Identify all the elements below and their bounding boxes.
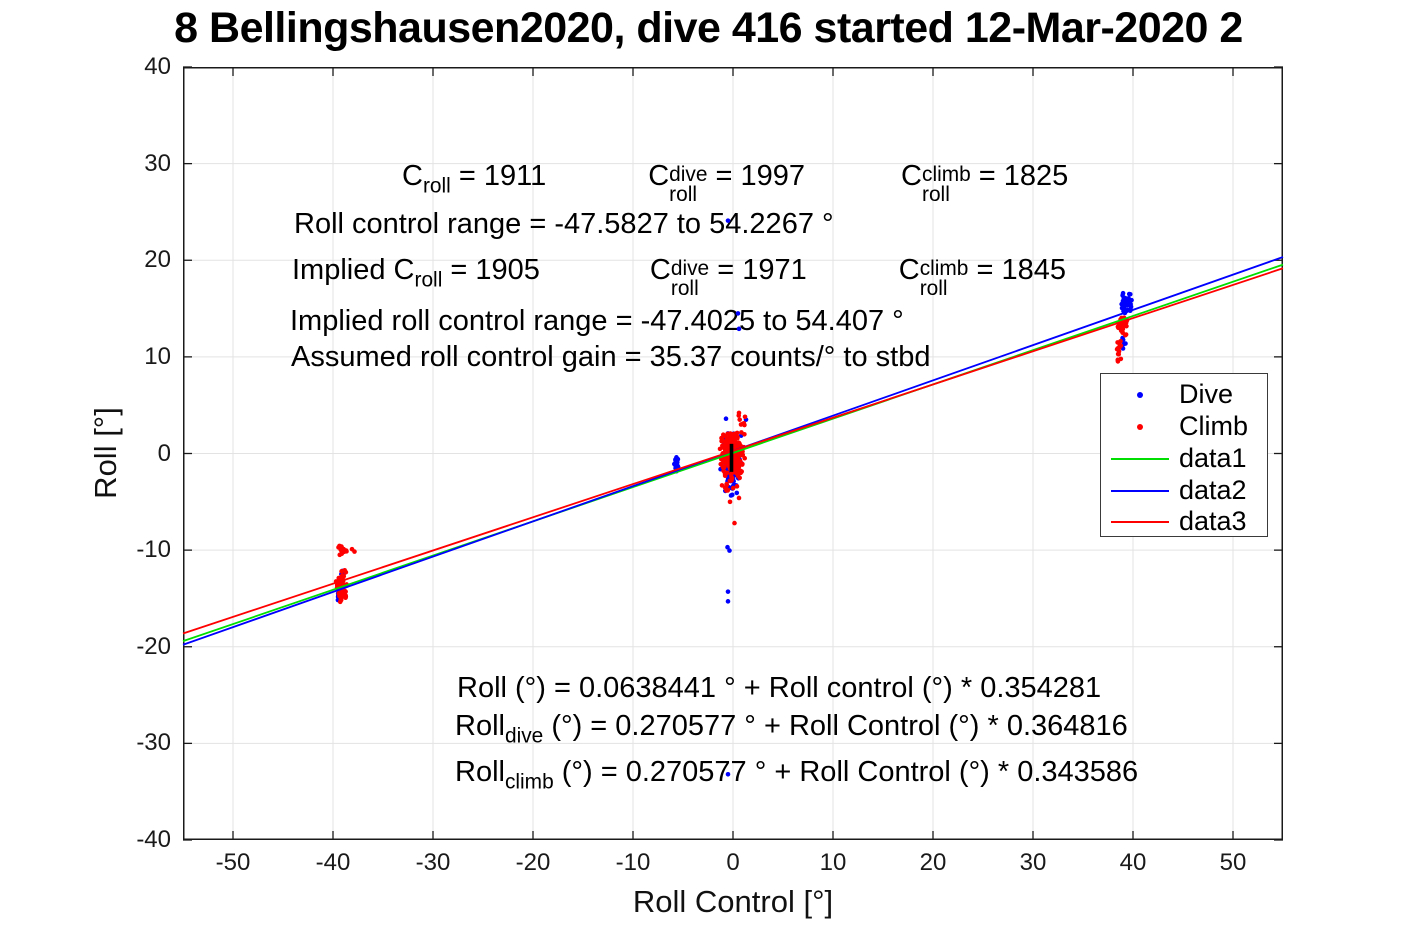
- x-axis-label: Roll Control [°]: [632, 884, 834, 919]
- legend: Dive Climb data1 data2 data3: [1100, 373, 1268, 537]
- y-tick-label: -10: [136, 536, 171, 564]
- y-axis-label: Roll [°]: [88, 407, 123, 499]
- legend-row-climb: Climb: [1101, 410, 1267, 443]
- annotation-roll-fit-climb: Rollclimb (°) = 0.270577 ° + Roll Contro…: [455, 756, 1139, 794]
- legend-row-dive: Dive: [1101, 378, 1267, 411]
- x-tick-label: 20: [919, 849, 947, 876]
- y-tick-label: -40: [136, 826, 171, 853]
- x-tick-label: 0: [726, 849, 740, 876]
- dive-marker-icon: [1101, 391, 1179, 398]
- figure-title: 8 Bellingshausen2020, dive 416 started 1…: [174, 4, 1243, 52]
- y-tick-label: -20: [136, 632, 171, 660]
- legend-label: data3: [1179, 506, 1247, 536]
- y-tick-label: 10: [144, 342, 171, 370]
- legend-label: data2: [1179, 475, 1247, 505]
- x-tick-label: -10: [615, 849, 651, 876]
- data2-line-icon: [1101, 489, 1179, 492]
- x-tick-label: -50: [215, 849, 251, 876]
- x-tick-label: 10: [819, 849, 847, 876]
- legend-label: Climb: [1179, 411, 1249, 441]
- legend-label: data1: [1179, 443, 1247, 473]
- annotation-implied-roll-control-range: Implied roll control range = -47.4025 to…: [290, 305, 904, 337]
- y-tick-label: 40: [144, 53, 171, 80]
- legend-label: Dive: [1179, 379, 1234, 409]
- x-tick-label: -40: [315, 849, 351, 876]
- legend-row-data1: data1: [1101, 442, 1267, 475]
- x-tick-label: 30: [1019, 849, 1047, 876]
- x-tick-label: 50: [1219, 849, 1247, 876]
- data3-line-icon: [1101, 520, 1179, 523]
- x-tick-label: -20: [515, 849, 551, 876]
- y-tick-label: -30: [136, 729, 171, 757]
- data1-line-icon: [1101, 457, 1179, 460]
- annotation-roll-fit-all: Roll (°) = 0.0638441 ° + Roll control (°…: [457, 672, 1102, 704]
- y-tick-label: 30: [144, 149, 171, 177]
- x-tick-label: 40: [1119, 849, 1147, 876]
- annotation-assumed-gain: Assumed roll control gain = 35.37 counts…: [291, 341, 931, 373]
- x-tick-label: -30: [415, 849, 451, 876]
- y-tick-label: 20: [144, 246, 171, 274]
- annotation-roll-control-range: Roll control range = -47.5827 to 54.2267…: [294, 208, 834, 240]
- y-tick-label: 0: [157, 439, 171, 467]
- climb-marker-icon: [1101, 423, 1179, 430]
- legend-row-data2: data2: [1101, 474, 1267, 507]
- legend-row-data3: data3: [1101, 505, 1267, 538]
- annotation-roll-fit-dive: Rolldive (°) = 0.270577 ° + Roll Control…: [455, 710, 1128, 748]
